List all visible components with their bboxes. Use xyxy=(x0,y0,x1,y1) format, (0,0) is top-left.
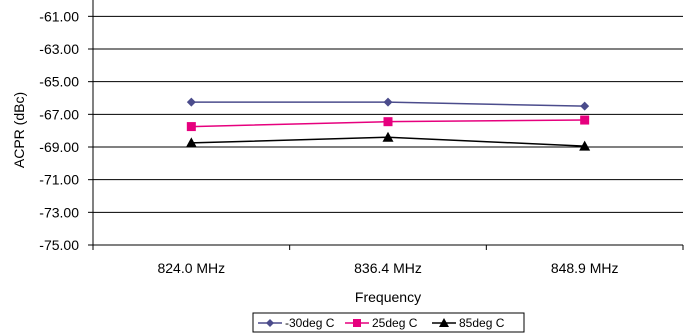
y-tick-labels: -61.00 -63.00 -65.00 -67.00 -69.00 -71.00 -73.… xyxy=(39,8,79,253)
data-point-marker xyxy=(383,117,393,127)
series-layer xyxy=(185,97,591,151)
legend-label: 85deg C xyxy=(459,316,505,330)
y-axis-label: ACPR (dBc) xyxy=(11,92,27,168)
data-point-marker xyxy=(383,97,393,107)
series-diamond xyxy=(186,97,590,111)
data-point-marker xyxy=(579,140,591,151)
y-tick-label: -75.00 xyxy=(39,237,79,253)
x-tick-labels: 824.0 MHz 836.4 MHz 848.9 MHz xyxy=(157,260,618,276)
legend-entry: 85deg C xyxy=(432,316,505,330)
legend-label: 25deg C xyxy=(372,316,418,330)
x-tick-label: 848.9 MHz xyxy=(551,260,619,276)
x-axis-label: Frequency xyxy=(355,289,421,305)
legend-entry: 25deg C xyxy=(345,316,418,330)
y-tick-label: -61.00 xyxy=(39,8,79,24)
data-point-marker xyxy=(186,97,196,107)
series-square xyxy=(186,115,590,132)
legend-marker xyxy=(353,319,361,327)
data-point-marker xyxy=(186,122,196,132)
gridlines xyxy=(88,0,684,250)
y-tick-label: -71.00 xyxy=(39,172,79,188)
y-tick-label: -65.00 xyxy=(39,74,79,90)
data-point-marker xyxy=(580,115,590,125)
data-point-marker xyxy=(382,131,394,142)
y-tick-label: -69.00 xyxy=(39,139,79,155)
data-point-marker xyxy=(185,137,197,148)
legend-entry: -30deg C xyxy=(258,316,335,330)
legend-marker xyxy=(266,319,274,327)
y-tick-label: -73.00 xyxy=(39,204,79,220)
x-tick-label: 836.4 MHz xyxy=(354,260,422,276)
legend-label: -30deg C xyxy=(285,316,335,330)
x-tick-label: 824.0 MHz xyxy=(157,260,225,276)
y-tick-label: -63.00 xyxy=(39,41,79,57)
legend-marker xyxy=(439,318,449,327)
legend: -30deg C 25deg C 85deg C xyxy=(252,312,525,333)
legend-box xyxy=(252,312,525,333)
data-point-marker xyxy=(580,101,590,111)
series-triangle xyxy=(185,131,591,151)
y-tick-label: -67.00 xyxy=(39,106,79,122)
